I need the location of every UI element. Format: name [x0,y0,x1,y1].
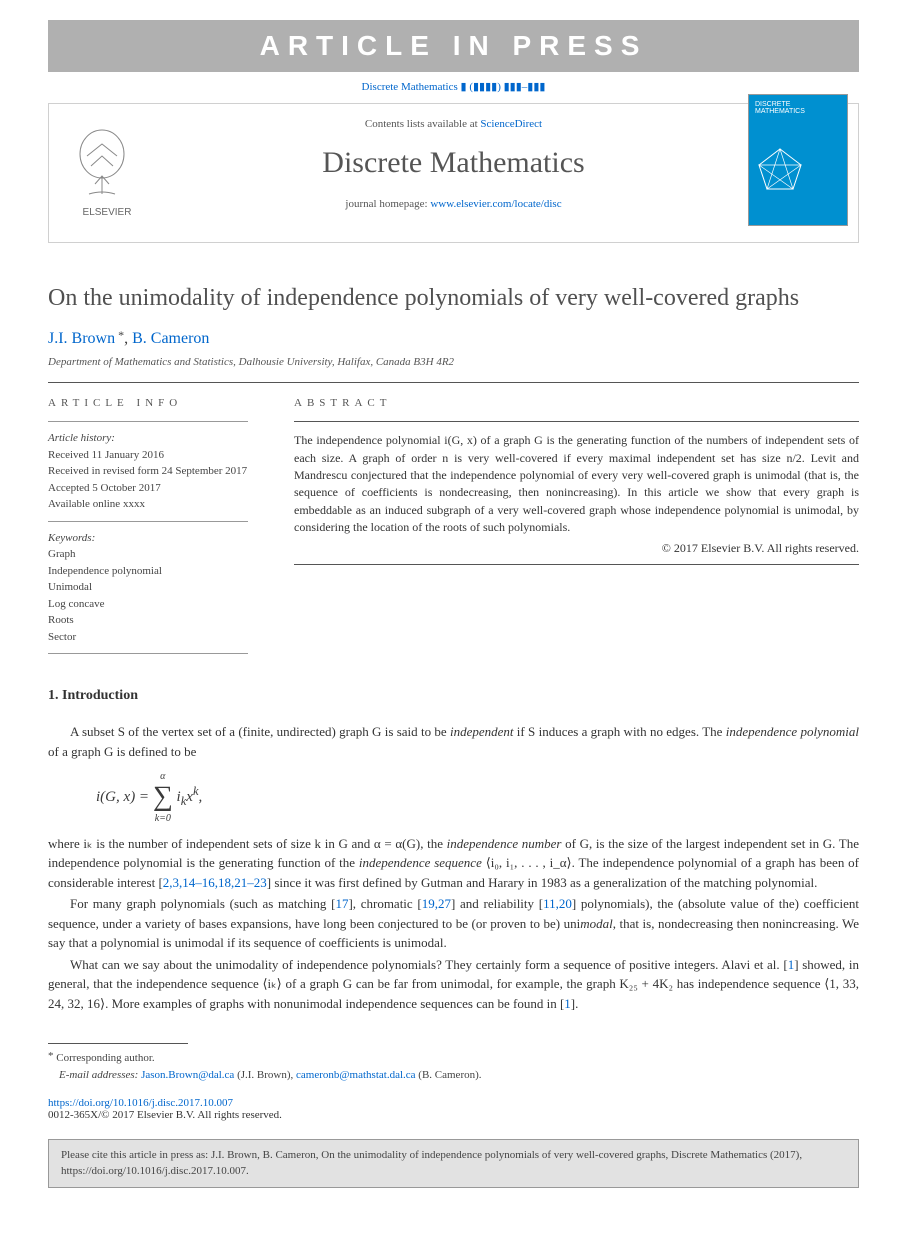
abstract-copyright: © 2017 Elsevier B.V. All rights reserved… [294,541,859,556]
keyword-5: Roots [48,614,74,626]
email-link-1[interactable]: Jason.Brown@dal.ca [141,1069,234,1081]
info-divider-2 [48,521,248,522]
sciencedirect-link[interactable]: ScienceDirect [480,118,542,130]
section-1-heading: 1. Introduction [48,688,859,704]
email-link-2[interactable]: cameronb@mathstat.dal.ca [296,1069,415,1081]
available-date: Available online xxxx [48,498,145,510]
revised-date: Received in revised form 24 September 20… [48,465,247,477]
footnote-marker: * [48,1050,54,1062]
author-1[interactable]: J.I. Brown [48,330,115,347]
para-2: where iₖ is the number of independent se… [48,834,859,893]
corresp-marker: * [115,328,124,342]
received-date: Received 11 January 2016 [48,449,164,461]
authors-line: J.I. Brown *, B. Cameron [48,330,859,348]
citation-box: Please cite this article in press as: J.… [48,1139,859,1188]
email-name-2: (B. Cameron). [418,1069,481,1081]
elsevier-tree-icon [67,126,137,201]
para-4: What can we say about the unimodality of… [48,955,859,1014]
cover-title: DISCRETE MATHEMATICS [755,101,841,115]
issn-copyright: 0012-365X/© 2017 Elsevier B.V. All right… [48,1109,859,1121]
doi-block: https://doi.org/10.1016/j.disc.2017.10.0… [48,1097,859,1109]
formula-independence-polynomial: i(G, x) = α∑k=0 ikxk, [96,771,859,824]
ref-link-11-20[interactable]: 11,20 [543,896,572,911]
article-info-column: ARTICLE INFO Article history: Received 1… [48,397,268,662]
para-3: For many graph polynomials (such as matc… [48,894,859,953]
accepted-date: Accepted 5 October 2017 [48,482,161,494]
info-divider-1 [48,421,248,422]
abstract-column: ABSTRACT The independence polynomial i(G… [294,397,859,662]
article-in-press-banner: ARTICLE IN PRESS [48,20,859,72]
abstract-divider-bottom [294,564,859,565]
article-title: On the unimodality of independence polyn… [48,283,859,314]
para-1: A subset S of the vertex set of a (finit… [48,722,859,761]
journal-title: Discrete Mathematics [179,146,728,180]
pentagon-icon [755,145,805,195]
keyword-6: Sector [48,631,76,643]
ref-link-19-27[interactable]: 19,27 [422,896,451,911]
footnote-divider [48,1043,188,1044]
journal-header-box: ELSEVIER Contents lists available at Sci… [48,103,859,243]
elsevier-logo[interactable]: ELSEVIER [67,126,147,218]
keyword-1: Graph [48,548,76,560]
journal-reference-line: Discrete Mathematics ▮ (▮▮▮▮) ▮▮▮–▮▮▮ [48,76,859,103]
author-2[interactable]: B. Cameron [132,330,209,347]
journal-homepage-line: journal homepage: www.elsevier.com/locat… [179,198,728,210]
abstract-text: The independence polynomial i(G, x) of a… [294,432,859,536]
keyword-2: Independence polynomial [48,565,162,577]
journal-homepage-link[interactable]: www.elsevier.com/locate/disc [430,198,561,210]
section-introduction: 1. Introduction A subset S of the vertex… [48,688,859,1013]
contents-lists-line: Contents lists available at ScienceDirec… [179,118,728,130]
ref-link-group-1[interactable]: 2,3,14–16,18,21–23 [163,875,267,890]
affiliation: Department of Mathematics and Statistics… [48,356,859,368]
journal-cover-thumbnail[interactable]: DISCRETE MATHEMATICS [748,94,848,226]
keyword-4: Log concave [48,598,105,610]
top-divider [48,382,859,383]
elsevier-label: ELSEVIER [67,207,147,218]
article-info-label: ARTICLE INFO [48,397,268,409]
journal-ref-link[interactable]: Discrete Mathematics ▮ (▮▮▮▮) ▮▮▮–▮▮▮ [362,81,546,93]
info-divider-3 [48,653,248,654]
corresponding-author-text: Corresponding author. [56,1052,154,1064]
abstract-label: ABSTRACT [294,397,859,409]
email-name-1: (J.I. Brown), [237,1069,296,1081]
history-label: Article history: [48,432,115,444]
doi-link[interactable]: https://doi.org/10.1016/j.disc.2017.10.0… [48,1097,233,1109]
email-label: E-mail addresses: [59,1069,138,1081]
keyword-3: Unimodal [48,581,92,593]
footnote-block: * Corresponding author. E-mail addresses… [48,1050,859,1083]
keywords-label: Keywords: [48,530,268,547]
ref-link-17[interactable]: 17 [335,896,348,911]
